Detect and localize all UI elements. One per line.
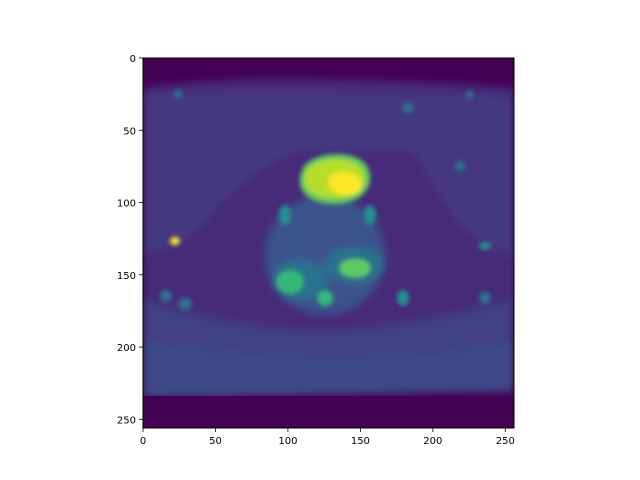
x-tick-label: 200 (423, 436, 442, 447)
x-axis: 0 50 100 150 200 250 (140, 428, 515, 447)
x-tick-label: 250 (496, 436, 515, 447)
y-tick-label: 150 (117, 271, 136, 282)
mri-heatmap-image (143, 58, 514, 428)
y-tick-label: 0 (130, 54, 136, 65)
axes-frame (142, 57, 515, 429)
bottom-dark-band (143, 396, 514, 428)
x-tick-label: 50 (209, 436, 222, 447)
y-tick-label: 250 (117, 415, 136, 426)
tissue-spots (160, 90, 491, 310)
x-tick-label: 100 (278, 436, 297, 447)
y-axis: 0 50 100 150 200 250 (117, 54, 143, 426)
y-tick-label: 100 (117, 199, 136, 210)
y-tick-label: 50 (123, 126, 136, 137)
bladder-region (299, 153, 371, 204)
y-tick-label: 200 (117, 343, 136, 354)
x-tick-label: 0 (140, 436, 146, 447)
x-tick-label: 150 (351, 436, 370, 447)
